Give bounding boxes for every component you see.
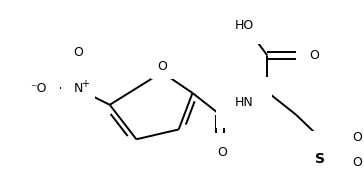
Text: O: O: [352, 131, 362, 144]
Text: O: O: [352, 156, 362, 169]
Text: HO: HO: [235, 19, 254, 31]
Text: O: O: [157, 60, 167, 73]
Text: O: O: [73, 46, 83, 59]
Text: HN: HN: [234, 96, 253, 109]
Text: N: N: [74, 82, 83, 95]
Text: O: O: [217, 146, 227, 159]
Text: O: O: [309, 49, 318, 62]
Text: ⁻O: ⁻O: [31, 82, 47, 95]
Text: +: +: [81, 79, 89, 89]
Text: S: S: [314, 152, 325, 166]
